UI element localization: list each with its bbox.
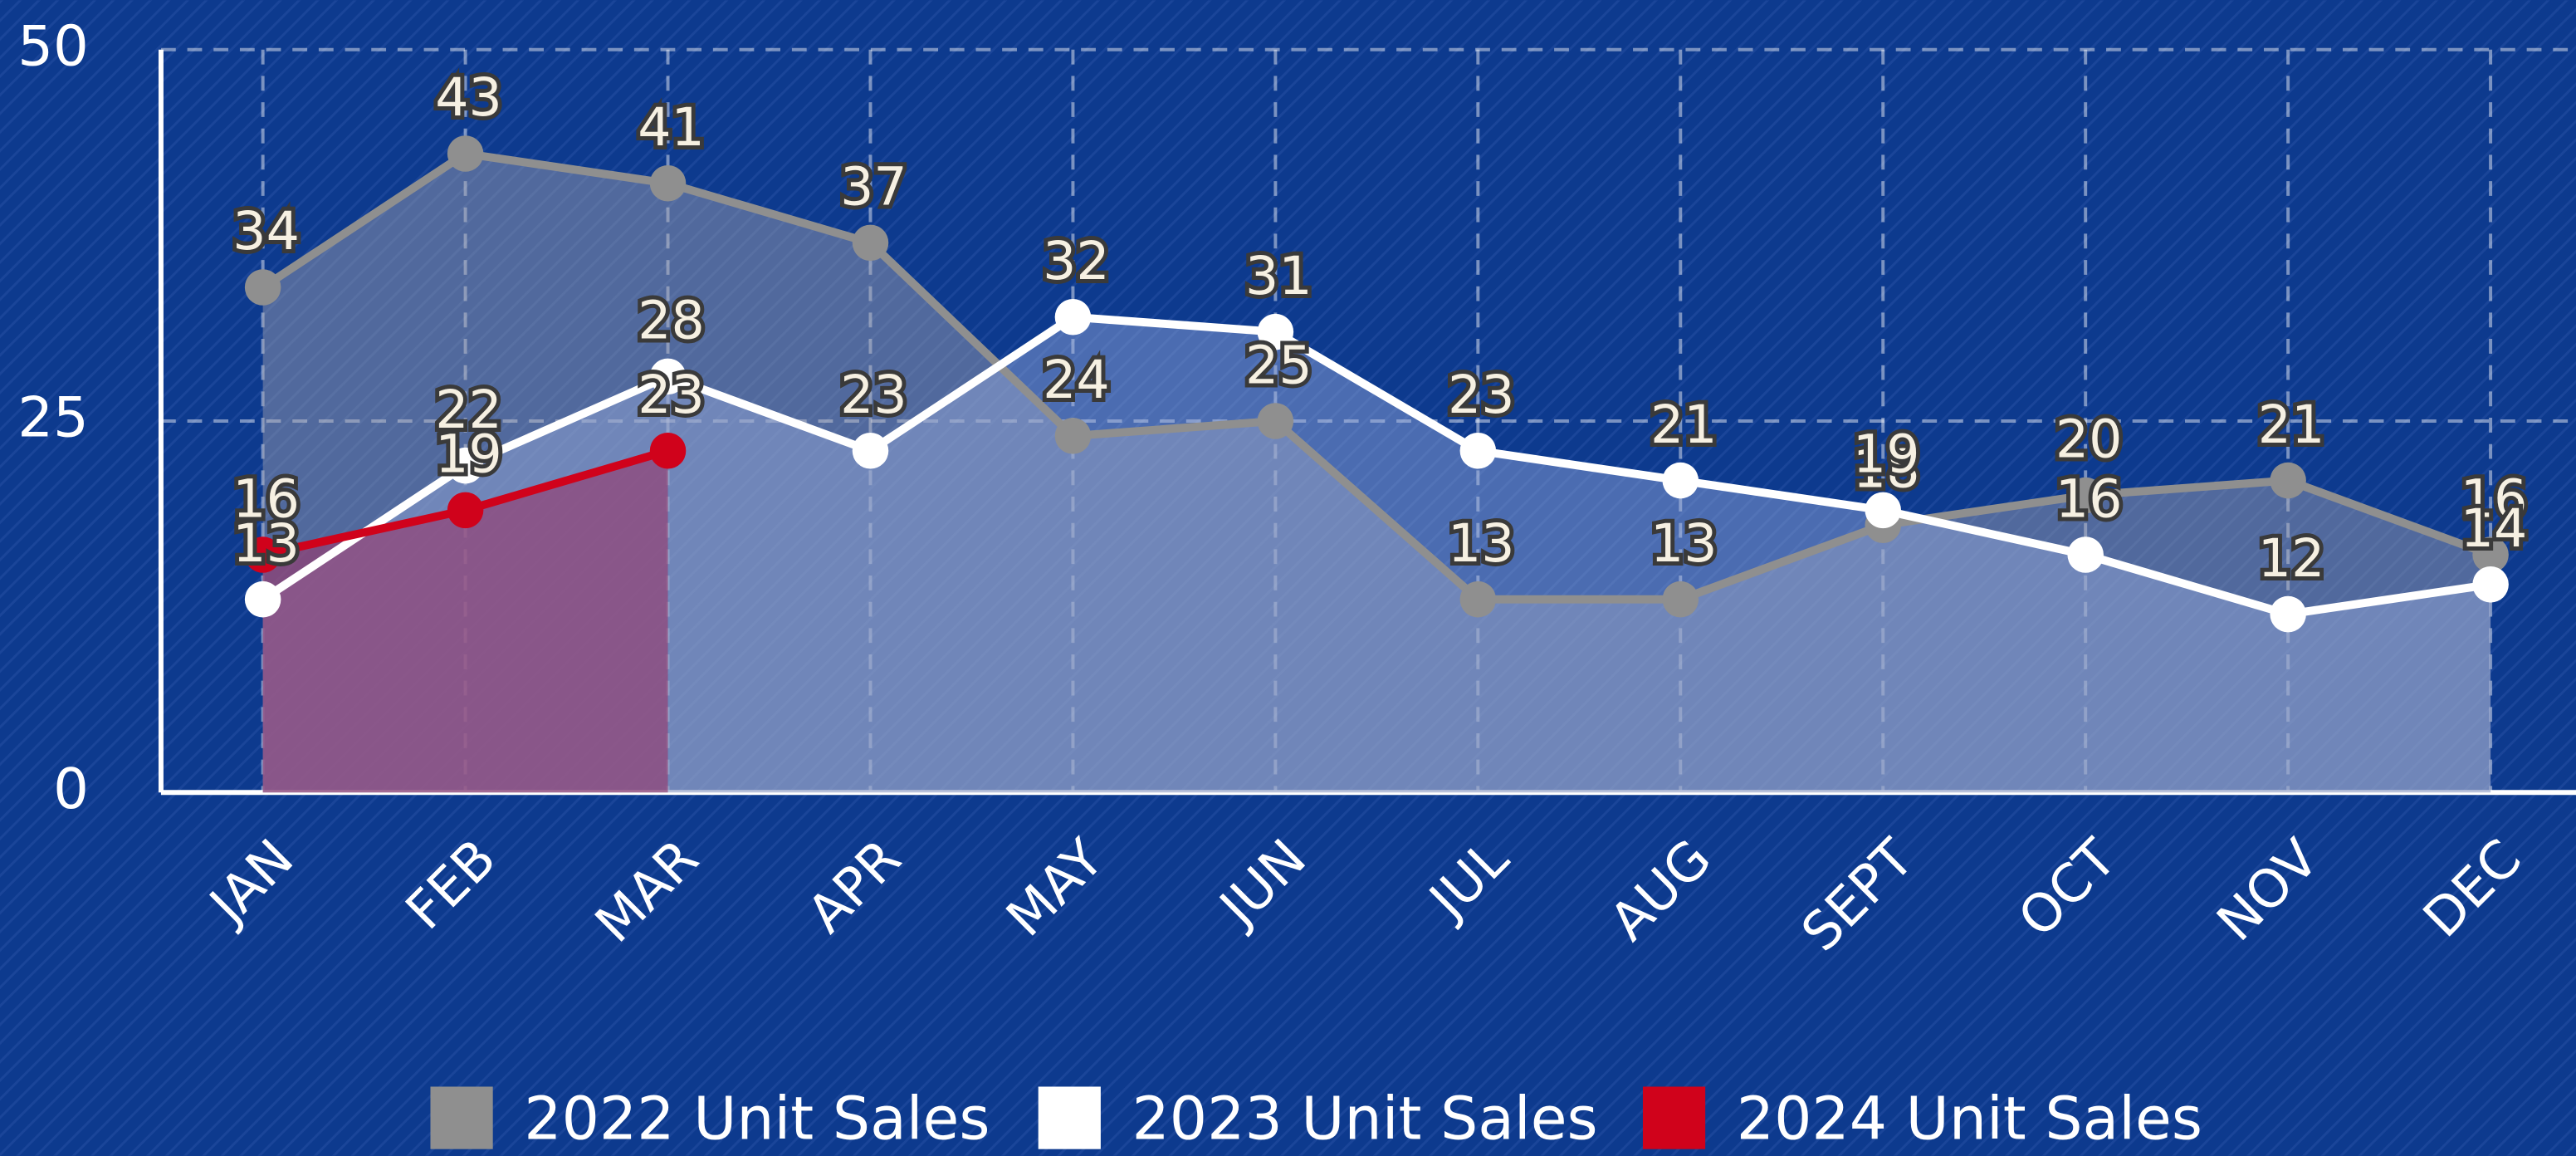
data-label: 22 (435, 379, 502, 440)
data-point (649, 358, 687, 395)
data-point (1257, 403, 1294, 439)
data-label: 24 (1043, 349, 1110, 410)
series-line (260, 312, 2491, 619)
data-label: 13 (232, 512, 300, 574)
data-point (447, 135, 484, 172)
data-point (1054, 418, 1092, 454)
data-point (2067, 477, 2104, 514)
data-point (1865, 492, 1902, 529)
data-label: 37 (840, 156, 907, 218)
series-line (260, 149, 2492, 604)
data-point (2472, 536, 2509, 573)
data-label: 25 (1245, 334, 1312, 395)
data-label: 21 (1650, 394, 1718, 455)
data-point (852, 224, 889, 262)
data-label: 32 (1043, 230, 1110, 291)
legend-label: 2022 Unit Sales (524, 1085, 990, 1154)
data-point (1459, 433, 1497, 469)
data-point (447, 492, 484, 529)
data-label: 23 (1448, 364, 1515, 425)
data-label: 12 (2258, 527, 2325, 589)
data-label: 21 (2258, 394, 2325, 455)
data-label: 13 (1650, 512, 1718, 574)
data-point (649, 433, 687, 469)
data-label: 41 (638, 96, 705, 158)
data-label: 19 (435, 424, 502, 485)
data-point (649, 165, 687, 202)
data-label: 34 (232, 200, 300, 262)
data-point (852, 433, 889, 469)
data-label: 19 (1853, 424, 1920, 485)
data-point (2270, 462, 2306, 499)
legend-swatch (1642, 1086, 1706, 1149)
data-point (244, 269, 281, 306)
legend-swatch (430, 1086, 493, 1149)
data-point (447, 447, 484, 484)
data-point (1459, 580, 1497, 618)
data-label: 28 (638, 290, 705, 351)
data-point (1662, 462, 1699, 499)
data-label: 43 (435, 66, 502, 128)
legend-label: 2024 Unit Sales (1737, 1085, 2202, 1154)
data-label: 23 (638, 364, 705, 425)
data-label: 14 (2461, 497, 2528, 559)
legend-swatch (1038, 1086, 1101, 1149)
data-label: 16 (2055, 468, 2123, 529)
data-label: 20 (2055, 409, 2123, 470)
data-point (2067, 536, 2104, 573)
data-label: 16 (2461, 468, 2528, 529)
y-tick-label: 25 (17, 385, 89, 450)
data-point (244, 580, 281, 618)
series-area (262, 153, 2491, 793)
data-point (1662, 580, 1699, 618)
data-point (2270, 595, 2306, 633)
legend-label: 2023 Unit Sales (1132, 1085, 1597, 1154)
data-label: 23 (840, 364, 907, 425)
data-label: 13 (1448, 512, 1515, 574)
data-point (244, 536, 281, 573)
data-label: 16 (232, 468, 300, 529)
data-label: 31 (1245, 245, 1312, 306)
data-point (1257, 313, 1294, 350)
data-label: 18 (1853, 438, 1920, 499)
data-point (2472, 566, 2509, 603)
data-point (1054, 299, 1092, 336)
y-tick-label: 50 (17, 13, 89, 78)
y-tick-label: 0 (53, 757, 89, 821)
